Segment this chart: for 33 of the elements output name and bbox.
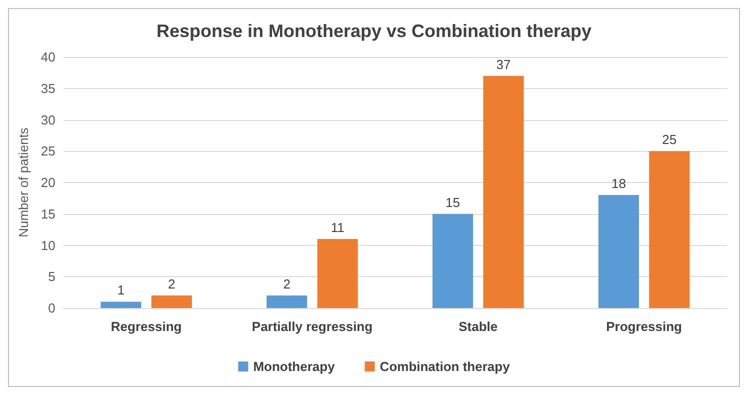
- y-tick-label: 0: [48, 300, 56, 316]
- bar: [483, 76, 524, 308]
- y-tick-label: 15: [40, 206, 56, 222]
- bar: [598, 195, 639, 308]
- y-tick-label: 30: [40, 112, 56, 128]
- bar: [317, 238, 358, 308]
- data-label: 1: [117, 282, 125, 298]
- y-tick-label: 40: [40, 50, 56, 64]
- bar: [151, 295, 192, 308]
- bar: [266, 295, 308, 308]
- data-label: 15: [446, 194, 460, 210]
- x-tick-label: Stable: [458, 319, 498, 334]
- data-label: 18: [611, 176, 626, 192]
- y-tick-label: 10: [40, 238, 56, 253]
- legend-label: Monotherapy: [253, 359, 336, 374]
- legend-label: Combination therapy: [380, 359, 511, 374]
- y-tick-label: 20: [40, 175, 56, 190]
- data-label: 11: [330, 220, 344, 235]
- y-tick-label: 35: [40, 80, 56, 96]
- data-label: 2: [283, 276, 290, 292]
- x-tick-label: Partially regressing: [252, 319, 373, 334]
- data-label: 25: [662, 132, 677, 148]
- y-axis-title: Number of patients: [16, 127, 31, 238]
- x-tick-label: Progressing: [606, 319, 682, 334]
- bar: [649, 151, 690, 308]
- bar: [432, 214, 474, 308]
- y-tick-label: 5: [48, 269, 56, 284]
- x-tick-label: Regressing: [110, 319, 182, 334]
- y-tick-label: 25: [40, 144, 56, 159]
- data-label: 37: [496, 56, 511, 72]
- data-label: 2: [168, 276, 176, 292]
- bar: [100, 302, 142, 308]
- chart-title: Response in Monotherapy vs Combination therapy: [156, 21, 592, 41]
